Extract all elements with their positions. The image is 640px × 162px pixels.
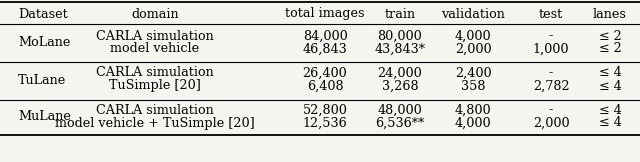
- Text: domain: domain: [131, 7, 179, 21]
- Text: 2,400: 2,400: [454, 66, 492, 80]
- Text: train: train: [385, 7, 415, 21]
- Text: 52,800: 52,800: [303, 104, 348, 116]
- Text: CARLA simulation: CARLA simulation: [96, 66, 214, 80]
- Text: ≤ 2: ≤ 2: [598, 42, 621, 56]
- Text: ≤ 4: ≤ 4: [598, 80, 621, 93]
- Text: 358: 358: [461, 80, 485, 93]
- Text: 4,800: 4,800: [454, 104, 492, 116]
- Text: TuSimple [20]: TuSimple [20]: [109, 80, 201, 93]
- Text: ≤ 2: ≤ 2: [598, 29, 621, 42]
- Text: validation: validation: [441, 7, 505, 21]
- Text: 24,000: 24,000: [378, 66, 422, 80]
- Text: lanes: lanes: [593, 7, 627, 21]
- Text: 6,408: 6,408: [307, 80, 343, 93]
- Text: 12,536: 12,536: [303, 116, 348, 129]
- Text: -: -: [549, 104, 553, 116]
- Text: 4,000: 4,000: [454, 29, 492, 42]
- Text: 26,400: 26,400: [303, 66, 348, 80]
- Text: -: -: [549, 29, 553, 42]
- Text: MuLane: MuLane: [18, 110, 71, 123]
- Text: 46,843: 46,843: [303, 42, 348, 56]
- Text: 3,268: 3,268: [381, 80, 419, 93]
- Text: ≤ 4: ≤ 4: [598, 104, 621, 116]
- Text: model vehicle + TuSimple [20]: model vehicle + TuSimple [20]: [55, 116, 255, 129]
- Text: total images: total images: [285, 7, 365, 21]
- Text: 48,000: 48,000: [378, 104, 422, 116]
- Text: test: test: [539, 7, 563, 21]
- Text: TuLane: TuLane: [18, 74, 67, 87]
- Text: 6,536**: 6,536**: [376, 116, 424, 129]
- Text: ≤ 4: ≤ 4: [598, 116, 621, 129]
- Text: 80,000: 80,000: [378, 29, 422, 42]
- Text: 2,000: 2,000: [454, 42, 492, 56]
- Text: CARLA simulation: CARLA simulation: [96, 29, 214, 42]
- Text: 1,000: 1,000: [532, 42, 569, 56]
- Text: 84,000: 84,000: [303, 29, 348, 42]
- Text: model vehicle: model vehicle: [111, 42, 200, 56]
- Text: 2,782: 2,782: [532, 80, 570, 93]
- Text: 4,000: 4,000: [454, 116, 492, 129]
- Text: ≤ 4: ≤ 4: [598, 66, 621, 80]
- Text: MoLane: MoLane: [18, 36, 70, 50]
- Text: CARLA simulation: CARLA simulation: [96, 104, 214, 116]
- Text: 2,000: 2,000: [532, 116, 570, 129]
- Text: Dataset: Dataset: [18, 7, 68, 21]
- Text: -: -: [549, 66, 553, 80]
- Text: 43,843*: 43,843*: [374, 42, 426, 56]
